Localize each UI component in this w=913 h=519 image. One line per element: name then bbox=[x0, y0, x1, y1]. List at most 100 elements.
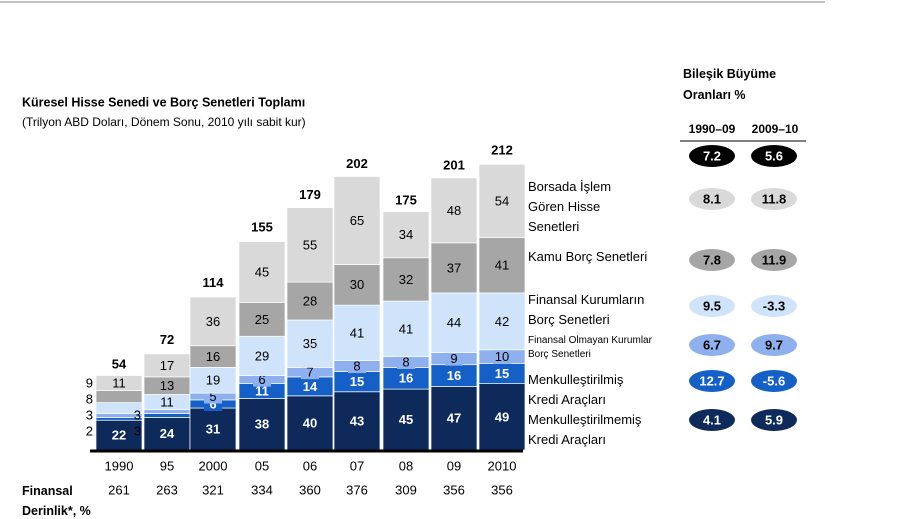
rate-oval bbox=[751, 188, 797, 210]
rate-value: 4.1 bbox=[703, 412, 721, 427]
value-label: 44 bbox=[447, 315, 461, 330]
bar-segment bbox=[238, 335, 286, 376]
x-tick-label: 2000 bbox=[199, 458, 228, 473]
value-label: 16 bbox=[399, 371, 413, 386]
rate-oval bbox=[689, 145, 735, 167]
legend-label: Menkulleştirilmemiş Kredi Araçları bbox=[528, 412, 642, 447]
value-label: 49 bbox=[495, 409, 509, 424]
value-label: 17 bbox=[160, 358, 174, 373]
legend-label: Kamu Borç Senetleri bbox=[528, 249, 648, 264]
bar-segment bbox=[143, 409, 191, 414]
depth-value: 261 bbox=[108, 482, 130, 497]
value-label: 10 bbox=[495, 349, 509, 364]
bar-segment bbox=[333, 391, 381, 451]
depth-value: 309 bbox=[395, 482, 417, 497]
total-label: 54 bbox=[112, 356, 127, 371]
rate-value: 7.2 bbox=[703, 148, 721, 163]
value-label: 16 bbox=[206, 349, 220, 364]
bar-segment bbox=[478, 163, 526, 238]
bar-segment bbox=[382, 300, 430, 357]
rate-value: 7.8 bbox=[703, 252, 721, 267]
value-label: 40 bbox=[303, 415, 317, 430]
value-label: 29 bbox=[255, 348, 269, 363]
value-label: 8 bbox=[353, 358, 360, 373]
depth-label: Finansal Derinlik*, % bbox=[22, 484, 91, 518]
value-label: 6 bbox=[209, 396, 216, 411]
x-tick-label: 08 bbox=[399, 458, 413, 473]
x-tick-label: 09 bbox=[447, 458, 461, 473]
rate-oval bbox=[689, 295, 735, 317]
legend-label: Finansal Kurumların Borç Senetleri bbox=[528, 292, 645, 327]
value-label: 24 bbox=[160, 426, 175, 441]
bar-segment bbox=[238, 241, 286, 303]
total-label: 175 bbox=[395, 192, 417, 207]
bar-segment bbox=[430, 292, 478, 353]
value-label: 47 bbox=[447, 411, 461, 426]
depth-value: 321 bbox=[202, 482, 224, 497]
legend-label: Finansal Olmayan Kurumlar Borç Senetleri bbox=[528, 335, 652, 360]
total-label: 114 bbox=[203, 275, 225, 290]
bar-segment bbox=[333, 304, 381, 361]
depth-value: 356 bbox=[491, 482, 513, 497]
total-label: 179 bbox=[299, 187, 321, 202]
total-label: 155 bbox=[251, 220, 273, 235]
total-label: 201 bbox=[443, 157, 465, 172]
value-label: 15 bbox=[495, 366, 509, 381]
value-label: 32 bbox=[399, 272, 413, 287]
value-label: 11 bbox=[160, 394, 174, 409]
value-label: 30 bbox=[350, 277, 364, 292]
value-label: 3 bbox=[134, 423, 141, 438]
value-label: 55 bbox=[303, 237, 317, 252]
value-label: 13 bbox=[160, 378, 174, 393]
value-label: 37 bbox=[447, 260, 461, 275]
depth-value: 334 bbox=[251, 482, 273, 497]
bar-segment bbox=[286, 281, 334, 321]
x-tick-label: 95 bbox=[160, 458, 174, 473]
rate-oval bbox=[751, 249, 797, 271]
rate-value: 12.7 bbox=[699, 373, 724, 388]
rate-oval bbox=[689, 249, 735, 271]
value-label: 35 bbox=[303, 336, 317, 351]
bar-segment bbox=[143, 413, 191, 418]
depth-value: 360 bbox=[299, 482, 321, 497]
value-label: 54 bbox=[495, 193, 509, 208]
value-label: 8 bbox=[402, 354, 409, 369]
bar-segment bbox=[286, 319, 334, 368]
value-label: 9 bbox=[450, 351, 457, 366]
value-label: 11 bbox=[112, 375, 126, 390]
total-label: 212 bbox=[491, 142, 513, 157]
value-label: 34 bbox=[399, 227, 413, 242]
value-label: 11 bbox=[255, 384, 269, 399]
value-label: 31 bbox=[206, 421, 220, 436]
table-title: Bileşik Büyüme Oranları % bbox=[683, 67, 777, 102]
rate-value: -5.6 bbox=[763, 373, 785, 388]
bar-segment bbox=[238, 398, 286, 451]
x-tick-label: 1990 bbox=[105, 458, 134, 473]
bar-segment bbox=[333, 264, 381, 306]
value-label: 36 bbox=[206, 314, 220, 329]
rate-value: -3.3 bbox=[763, 298, 785, 313]
rate-oval bbox=[689, 188, 735, 210]
legend-label: Borsada İşlem Gören Hisse Senetleri bbox=[528, 179, 612, 234]
value-label: 2 bbox=[86, 423, 93, 438]
rate-oval bbox=[689, 409, 735, 431]
bar-segment bbox=[478, 237, 526, 294]
bar-segment bbox=[382, 388, 430, 451]
bar-segment bbox=[286, 395, 334, 451]
rate-oval bbox=[751, 409, 797, 431]
value-label: 41 bbox=[399, 321, 413, 336]
value-label: 25 bbox=[255, 312, 269, 327]
x-tick-label: 06 bbox=[303, 458, 317, 473]
rate-oval bbox=[751, 145, 797, 167]
value-label: 38 bbox=[255, 417, 269, 432]
value-label: 22 bbox=[112, 428, 126, 443]
value-label: 6 bbox=[258, 372, 265, 387]
x-tick-label: 05 bbox=[255, 458, 269, 473]
value-label-box bbox=[253, 384, 271, 399]
bar-segment bbox=[382, 257, 430, 302]
value-label: 15 bbox=[350, 374, 364, 389]
rate-value: 5.6 bbox=[765, 148, 783, 163]
total-label: 72 bbox=[160, 332, 174, 347]
